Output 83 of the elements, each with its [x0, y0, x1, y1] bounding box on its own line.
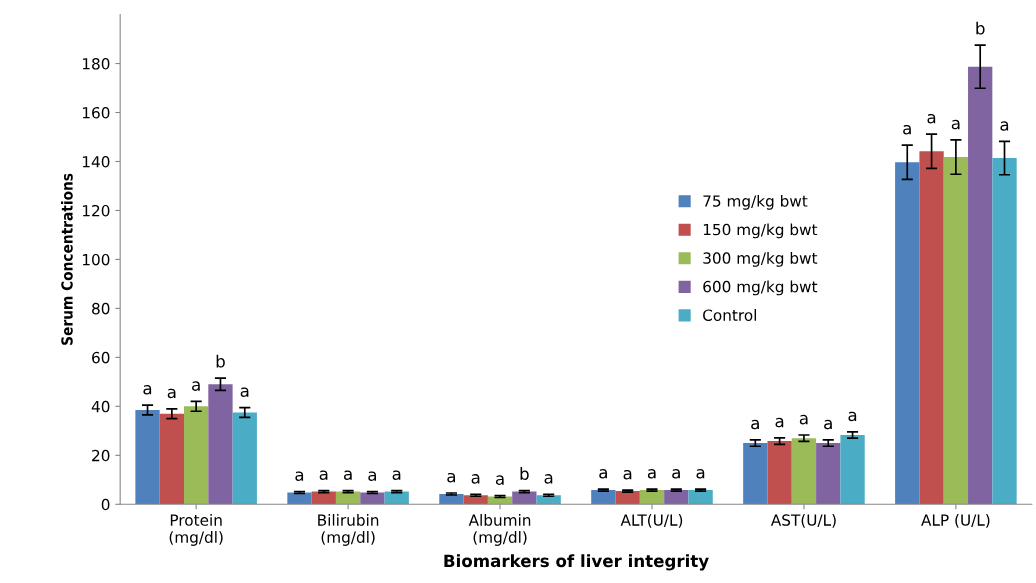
bar	[992, 158, 1017, 505]
y-tick-label: 120	[82, 204, 110, 217]
data-label: a	[848, 411, 857, 422]
bar	[463, 495, 488, 505]
data-label: a	[240, 387, 249, 397]
bar	[384, 491, 409, 505]
bar	[232, 412, 257, 505]
data-label: a	[1000, 121, 1009, 131]
data-label: a	[751, 419, 759, 430]
bar	[919, 151, 944, 505]
bar	[767, 441, 792, 505]
data-label: a	[824, 419, 832, 430]
data-label: a	[392, 470, 401, 481]
data-label: a	[623, 469, 632, 480]
data-label: a	[447, 472, 456, 483]
bar	[840, 435, 865, 505]
data-label: b	[216, 354, 225, 368]
data-label: a	[672, 468, 680, 479]
data-label: a	[544, 474, 553, 484]
x-tick-label: ALT(U/L)	[620, 514, 683, 528]
legend-label: 75 mg/kg bwt	[703, 194, 808, 210]
data-label: a	[903, 124, 911, 135]
bar	[311, 491, 336, 505]
x-tick-label: Albumin (mg/dl)	[468, 514, 531, 546]
y-tick-label: 20	[92, 449, 110, 462]
legend-label: 600 mg/kg bwt	[703, 280, 818, 296]
y-tick-label: 80	[92, 302, 110, 315]
bar	[743, 443, 768, 505]
bar	[287, 492, 312, 505]
bar	[968, 66, 993, 505]
bar	[536, 495, 561, 505]
bar	[208, 384, 233, 505]
data-label: a	[775, 417, 784, 428]
y-axis-title: Serum Concentrations	[60, 173, 73, 345]
bar	[487, 496, 513, 505]
y-tick-label: 100	[82, 253, 110, 266]
x-tick-label: Bilirubin (mg/dl)	[318, 514, 379, 546]
bar	[664, 490, 689, 505]
data-label: a	[295, 471, 304, 481]
bar	[159, 413, 184, 505]
x-tick-label: ALP (U/L)	[921, 514, 990, 528]
data-label: a	[495, 475, 504, 485]
data-label: a	[368, 471, 376, 481]
bar	[943, 157, 969, 505]
bar	[639, 490, 665, 505]
data-label: a	[143, 384, 152, 395]
data-label: a	[192, 381, 200, 391]
x-tick-label: AST(U/L)	[770, 514, 836, 528]
data-label: a	[343, 470, 352, 481]
y-tick-label: 160	[82, 106, 110, 119]
y-tick-label: 40	[91, 400, 110, 413]
data-label: a	[319, 470, 328, 481]
bar	[791, 438, 817, 505]
legend-label: 300 mg/kg bwt	[703, 252, 818, 267]
data-label: a	[799, 414, 808, 425]
legend-label: Control	[703, 309, 756, 321]
data-label: a	[927, 113, 936, 124]
bar	[439, 494, 464, 505]
bar	[183, 406, 209, 505]
data-label: a	[471, 474, 480, 484]
x-tick-label: Protein (mg/dl)	[169, 514, 223, 546]
bar	[895, 162, 920, 505]
bar	[360, 492, 385, 505]
bar	[512, 491, 537, 505]
bar	[135, 410, 160, 505]
data-label: a	[951, 119, 960, 130]
data-label: b	[520, 467, 529, 481]
bar	[615, 491, 640, 505]
y-tick-label: 60	[92, 351, 110, 364]
legend-label: 150 mg/kg bwt	[703, 223, 818, 239]
x-axis-title: Biomarkers of liver integrity	[444, 554, 709, 571]
data-label: a	[167, 388, 176, 399]
bar	[816, 443, 841, 505]
bar	[591, 490, 616, 505]
y-tick-label: 180	[82, 58, 110, 70]
data-label: a	[696, 468, 705, 479]
data-label: b	[976, 21, 985, 35]
y-tick-label: 140	[82, 155, 110, 168]
bar	[335, 491, 361, 505]
data-label: a	[599, 468, 607, 479]
data-label: a	[647, 468, 656, 479]
bar	[688, 490, 713, 505]
y-tick-label: 0	[101, 498, 110, 511]
